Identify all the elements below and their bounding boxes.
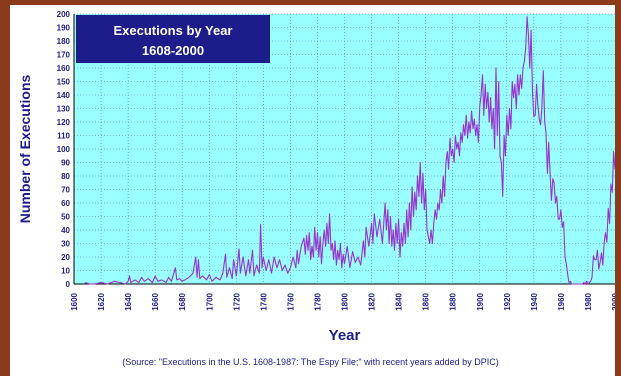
x-tick-label: 1640 xyxy=(124,292,133,310)
y-tick-label: 10 xyxy=(61,267,70,276)
executions-chart: 0 10 20 30 40 50 60 70 80 90 100 110 120 130 140 150 160… xyxy=(17,10,615,344)
frame-right xyxy=(615,0,621,376)
x-tick-label: 1900 xyxy=(476,292,485,310)
y-tick-label: 50 xyxy=(61,213,70,222)
x-tick-label: 1600 xyxy=(70,292,79,310)
y-tick-label: 60 xyxy=(61,199,70,208)
y-tick-label: 20 xyxy=(61,253,70,262)
y-axis-label: Number of Executions xyxy=(17,75,33,224)
y-tick-label: 90 xyxy=(61,159,70,168)
source-note: (Source: "Executions in the U.S. 1608-19… xyxy=(122,357,499,367)
x-tick-label: 1780 xyxy=(313,292,322,310)
x-tick-label: 1820 xyxy=(368,292,377,310)
x-tick-label: 1740 xyxy=(259,292,268,310)
x-tick-label: 1860 xyxy=(422,292,431,310)
x-tick-label: 1760 xyxy=(286,292,295,310)
y-tick-label: 30 xyxy=(61,240,70,249)
chart-title: Executions by Year xyxy=(114,23,233,38)
x-tick-label: 1620 xyxy=(97,292,106,310)
series-line xyxy=(84,16,615,285)
x-tick-label: 1720 xyxy=(232,292,241,310)
x-axis-label: Year xyxy=(329,327,361,344)
x-tick-label: 1800 xyxy=(341,292,350,310)
y-tick-label: 170 xyxy=(57,51,71,60)
y-tick-label: 100 xyxy=(57,145,71,154)
x-tick-label: 1980 xyxy=(584,292,593,310)
x-tick-label: 1880 xyxy=(449,292,458,310)
x-tick-label: 1840 xyxy=(395,292,404,310)
y-tick-label: 80 xyxy=(61,172,70,181)
x-tick-label: 2000 xyxy=(611,292,615,310)
y-tick-label: 130 xyxy=(57,105,71,114)
y-tick-label: 150 xyxy=(57,78,71,87)
y-tick-label: 0 xyxy=(66,280,71,289)
frame-left xyxy=(0,0,10,376)
y-tick-label: 110 xyxy=(57,132,70,141)
frame-top xyxy=(0,0,621,5)
x-tick-label: 1680 xyxy=(178,292,187,310)
x-tick-label: 1940 xyxy=(530,292,539,310)
title-box xyxy=(76,15,270,63)
x-tick-label: 1700 xyxy=(205,292,214,310)
y-tick-label: 40 xyxy=(61,226,70,235)
y-tick-label: 70 xyxy=(61,186,70,195)
chart-area: 0 10 20 30 40 50 60 70 80 90 100 110 120 130 140 150 160… xyxy=(10,5,615,350)
y-tick-label: 120 xyxy=(57,118,71,127)
x-tick-label: 1960 xyxy=(557,292,566,310)
y-tick-label: 160 xyxy=(57,64,71,73)
y-tick-label: 140 xyxy=(57,91,71,100)
x-tick-label: 1660 xyxy=(151,292,160,310)
x-tick-label: 1920 xyxy=(503,292,512,310)
y-tick-label: 180 xyxy=(57,37,71,46)
chart-subtitle: 1608-2000 xyxy=(142,43,204,58)
y-tick-label: 190 xyxy=(57,24,71,33)
y-tick-label: 200 xyxy=(57,10,71,19)
